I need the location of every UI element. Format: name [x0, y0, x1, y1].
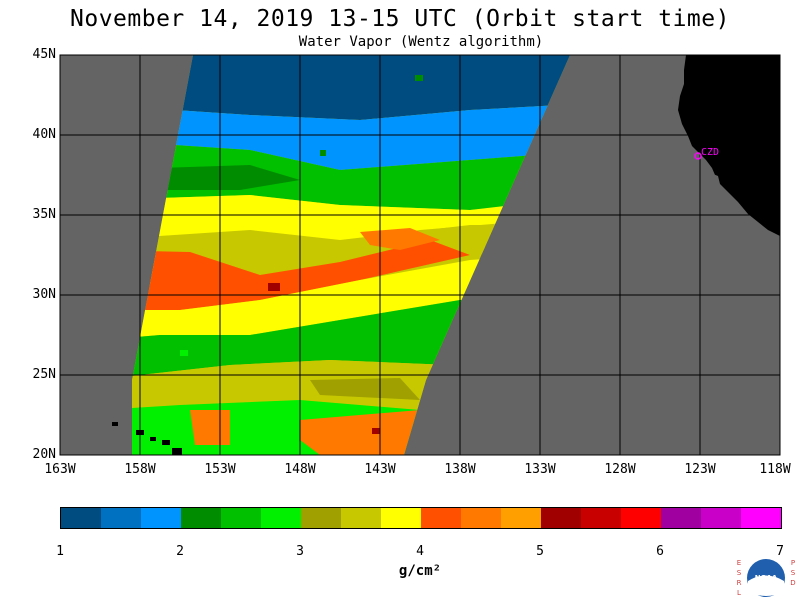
- colorbar-cell: [501, 508, 541, 528]
- colorbar-cell: [581, 508, 621, 528]
- colorbar-cell: [661, 508, 701, 528]
- longitude-label: 143W: [364, 462, 396, 477]
- colorbar-cell: [461, 508, 501, 528]
- latitude-label: 45N: [32, 47, 56, 62]
- colorbar-cell: [341, 508, 381, 528]
- colorbar-tick-label: 6: [656, 544, 664, 559]
- logo-letter: S: [791, 569, 796, 577]
- coastline-land: [678, 55, 780, 236]
- colorbar: [60, 507, 782, 529]
- longitude-label: 153W: [204, 462, 236, 477]
- colorbar-cell: [741, 508, 781, 528]
- logo-letter: P: [791, 559, 795, 567]
- logo-letter: E: [737, 559, 741, 567]
- colorbar-cell: [421, 508, 461, 528]
- colorbar-cell: [181, 508, 221, 528]
- colorbar-cell: [61, 508, 101, 528]
- noaa-emblem-text: NOAA: [755, 574, 778, 582]
- colorbar-cell: [541, 508, 581, 528]
- longitude-label: 118W: [759, 462, 791, 477]
- longitude-label: 128W: [604, 462, 636, 477]
- colorbar-tick-label: 2: [176, 544, 184, 559]
- station-label: CZD: [701, 147, 719, 158]
- colorbar-tick-label: 4: [416, 544, 424, 559]
- longitude-label: 158W: [124, 462, 156, 477]
- longitude-label: 163W: [44, 462, 76, 477]
- latitude-label: 30N: [32, 287, 56, 302]
- longitude-label: 133W: [524, 462, 556, 477]
- colorbar-tick-label: 5: [536, 544, 544, 559]
- logo-letter: R: [737, 579, 742, 587]
- longitude-label: 123W: [684, 462, 716, 477]
- latitude-label: 35N: [32, 207, 56, 222]
- lat-lon-grid: [60, 55, 780, 455]
- colorbar-cell: [621, 508, 661, 528]
- noaa-bird-icon: [748, 575, 784, 596]
- colorbar-unit: g/cm²: [398, 563, 442, 579]
- longitude-label: 148W: [284, 462, 316, 477]
- colorbar-tick-label: 7: [776, 544, 784, 559]
- colorbar-cell: [701, 508, 741, 528]
- map-title: November 14, 2019 13-15 UTC (Orbit start…: [70, 6, 730, 32]
- colorbar-cell: [381, 508, 421, 528]
- logo-letter: S: [737, 569, 742, 577]
- colorbar-cell: [221, 508, 261, 528]
- colorbar-tick-label: 1: [56, 544, 64, 559]
- colorbar-cell: [261, 508, 301, 528]
- colorbar-cell: [141, 508, 181, 528]
- longitude-label: 138W: [444, 462, 476, 477]
- latitude-label: 40N: [32, 127, 56, 142]
- psd-letters: PSD: [790, 559, 795, 587]
- bay-notch: [708, 172, 720, 184]
- colorbar-cell: [101, 508, 141, 528]
- logo-letter: L: [737, 589, 741, 597]
- latitude-label: 25N: [32, 367, 56, 382]
- logo-letter: D: [790, 579, 795, 587]
- colorbar-tick-label: 3: [296, 544, 304, 559]
- station-marker: [694, 152, 702, 160]
- map-frame: [59, 54, 781, 456]
- map-subtitle: Water Vapor (Wentz algorithm): [298, 34, 544, 50]
- latitude-label: 20N: [32, 447, 56, 462]
- colorbar-cell: [301, 508, 341, 528]
